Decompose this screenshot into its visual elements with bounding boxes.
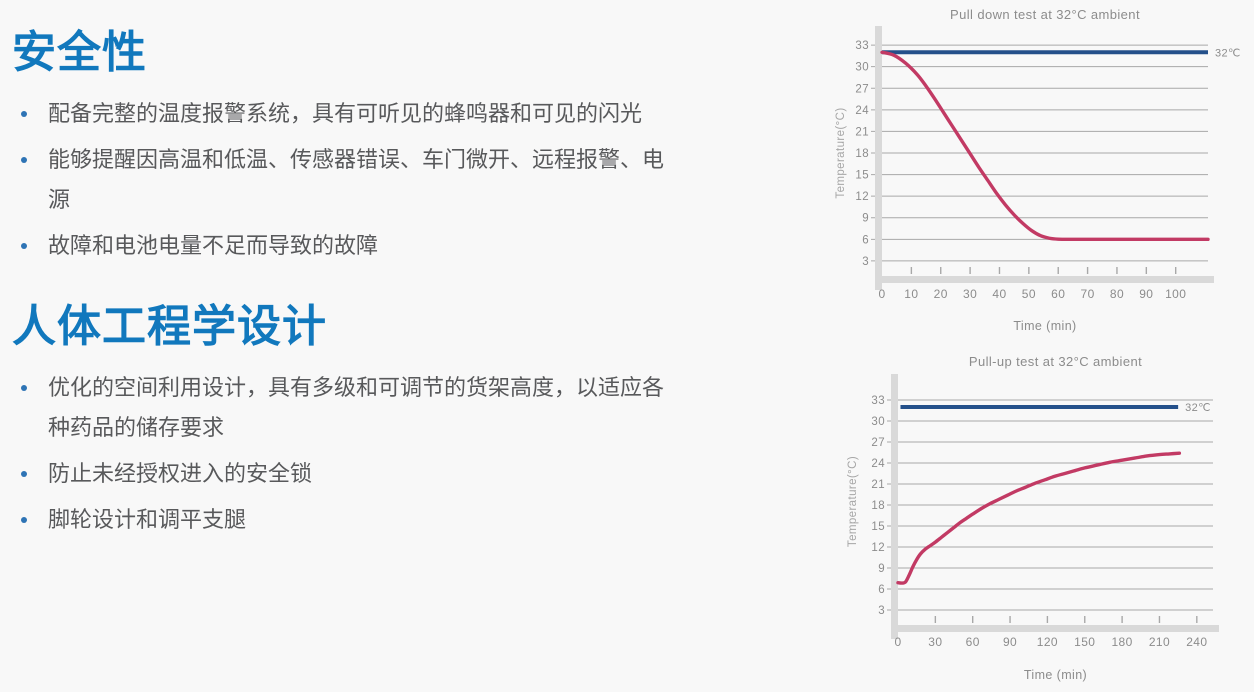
svg-text:15: 15: [871, 521, 885, 533]
bullet-icon: [21, 243, 27, 249]
chart-title: Pull down test at 32°C ambient: [950, 7, 1140, 22]
svg-text:33: 33: [855, 40, 869, 52]
svg-text:100: 100: [1165, 287, 1186, 301]
svg-text:24: 24: [871, 458, 885, 470]
svg-text:10: 10: [904, 287, 918, 301]
svg-text:0: 0: [894, 635, 901, 649]
list-item-text: 故障和电池电量不足而导致的故障: [48, 233, 379, 258]
svg-text:12: 12: [871, 542, 885, 554]
svg-text:24: 24: [855, 105, 869, 117]
pull-down-chart: Pull down test at 32°C ambient 3 6 9 12 15 18 2…: [835, 7, 1241, 333]
svg-text:50: 50: [1022, 287, 1036, 301]
list-item-text: 脚轮设计和调平支腿: [48, 507, 247, 532]
x-axis-ticks: [934, 616, 1198, 623]
svg-text:60: 60: [966, 635, 980, 649]
svg-text:3: 3: [878, 605, 885, 617]
bullet-list-safety: 配备完整的温度报警系统，具有可听见的蜂鸣器和可见的闪光能够提醒因高温和低温、传感…: [12, 94, 712, 266]
svg-text:120: 120: [1037, 635, 1058, 649]
y-axis-labels: 3 6 9 12 15 18 21 24 27 30 33: [871, 395, 885, 617]
temperature-curve: [896, 451, 1182, 585]
temperature-curve: [880, 50, 1210, 242]
x-axis-title: Time (min): [1013, 319, 1076, 333]
list-item-text: 配备完整的温度报警系统，具有可听见的蜂鸣器和可见的闪光: [48, 101, 643, 126]
svg-text:90: 90: [1003, 635, 1017, 649]
gridlines: [871, 44, 1208, 262]
svg-text:9: 9: [878, 563, 885, 575]
list-item-text: 防止未经授权进入的安全锁: [48, 461, 313, 486]
y-axis-title: Temperature(°C): [835, 107, 847, 198]
svg-text:27: 27: [871, 437, 885, 449]
svg-text:30: 30: [855, 62, 869, 74]
list-item: 故障和电池电量不足而导致的故障: [12, 226, 664, 266]
bullet-icon: [21, 157, 27, 163]
y-axis-title: Temperature(°C): [847, 456, 859, 547]
svg-text:21: 21: [855, 126, 869, 138]
chart-title: Pull-up test at 32°C ambient: [969, 354, 1142, 369]
svg-text:180: 180: [1111, 635, 1132, 649]
svg-text:30: 30: [963, 287, 977, 301]
y-axis-labels: 3 6 9 12 15 18 21 24 27 30 33: [855, 40, 869, 268]
svg-text:150: 150: [1074, 635, 1095, 649]
svg-text:33: 33: [871, 395, 885, 407]
text-column: 安全性 配备完整的温度报警系统，具有可听见的蜂鸣器和可见的闪光能够提醒因高温和低…: [12, 28, 712, 576]
list-item: 防止未经授权进入的安全锁: [12, 454, 664, 494]
axis-band: [891, 374, 1219, 639]
svg-text:27: 27: [855, 83, 869, 95]
svg-text:9: 9: [862, 213, 869, 225]
svg-text:21: 21: [871, 479, 885, 491]
svg-text:6: 6: [862, 234, 869, 246]
gridlines: [887, 399, 1213, 611]
svg-text:12: 12: [855, 191, 869, 203]
axis-band: [875, 26, 1214, 290]
svg-text:6: 6: [878, 584, 885, 596]
ambient-line-label: 32℃: [1215, 47, 1241, 59]
svg-text:30: 30: [928, 635, 942, 649]
x-axis-title: Time (min): [1024, 668, 1087, 682]
svg-text:70: 70: [1081, 287, 1095, 301]
svg-text:3: 3: [862, 256, 869, 268]
svg-text:15: 15: [855, 170, 869, 182]
svg-text:0: 0: [878, 287, 885, 301]
svg-text:90: 90: [1139, 287, 1153, 301]
section-safety: 安全性 配备完整的温度报警系统，具有可听见的蜂鸣器和可见的闪光能够提醒因高温和低…: [12, 28, 712, 266]
list-item: 优化的空间利用设计，具有多级和可调节的货架高度，以适应各种药品的储存要求: [12, 368, 664, 448]
bullet-icon: [21, 111, 27, 117]
list-item-text: 优化的空间利用设计，具有多级和可调节的货架高度，以适应各种药品的储存要求: [48, 375, 665, 440]
charts-column: Pull down test at 32°C ambient 3 6 9 12 15 18 2…: [830, 0, 1254, 692]
ambient-line-label: 32℃: [1185, 402, 1211, 414]
list-item-text: 能够提醒因高温和低温、传感器错误、车门微开、远程报警、电源: [48, 147, 665, 212]
svg-text:60: 60: [1051, 287, 1065, 301]
section-heading-safety: 安全性: [12, 28, 147, 77]
svg-text:240: 240: [1186, 635, 1207, 649]
x-axis-labels: 0 30 60 90 120 150 180 210 240: [894, 635, 1207, 649]
svg-text:18: 18: [855, 148, 869, 160]
bullet-icon: [21, 517, 27, 523]
svg-text:210: 210: [1149, 635, 1170, 649]
section-ergonomics: 人体工程学设计 优化的空间利用设计，具有多级和可调节的货架高度，以适应各种药品的…: [12, 302, 712, 540]
list-item: 配备完整的温度报警系统，具有可听见的蜂鸣器和可见的闪光: [12, 94, 664, 134]
pull-up-chart: Pull-up test at 32°C ambient 3 6 9 12 15 18 21 2…: [847, 354, 1219, 682]
x-axis-ticks: [910, 267, 1177, 274]
list-item: 脚轮设计和调平支腿: [12, 500, 664, 540]
bullet-list-ergonomics: 优化的空间利用设计，具有多级和可调节的货架高度，以适应各种药品的储存要求防止未经…: [12, 368, 712, 540]
svg-text:30: 30: [871, 416, 885, 428]
svg-text:20: 20: [934, 287, 948, 301]
bullet-icon: [21, 385, 27, 391]
section-heading-ergonomics: 人体工程学设计: [12, 302, 327, 351]
svg-text:80: 80: [1110, 287, 1124, 301]
svg-text:18: 18: [871, 500, 885, 512]
bullet-icon: [21, 471, 27, 477]
x-axis-labels: 0 10 20 30 40 50 60 70 80 90 100: [878, 287, 1186, 301]
svg-text:40: 40: [992, 287, 1006, 301]
list-item: 能够提醒因高温和低温、传感器错误、车门微开、远程报警、电源: [12, 140, 664, 220]
